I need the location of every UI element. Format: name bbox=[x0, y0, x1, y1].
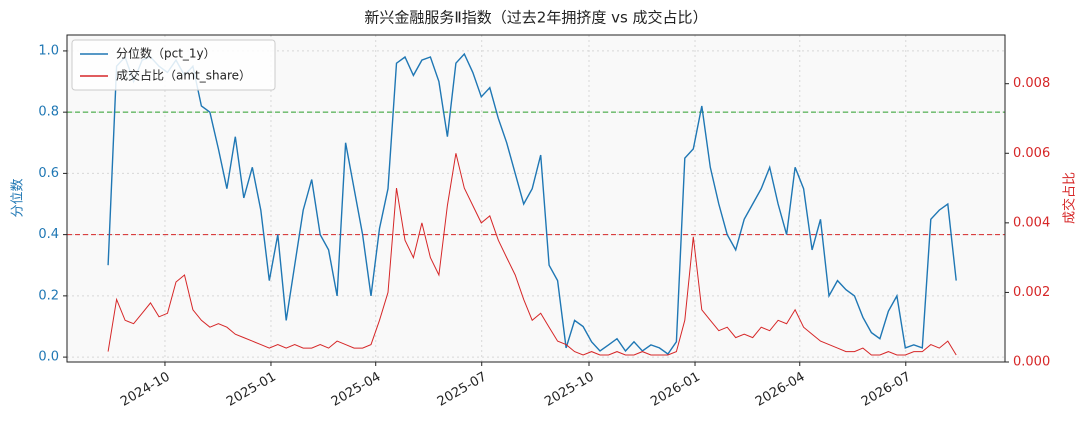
y2-tick-label: 0.004 bbox=[1013, 215, 1050, 230]
x-tick-label: 2025-04 bbox=[329, 370, 384, 410]
series-line bbox=[107, 52, 957, 355]
y2-tick-label: 0.002 bbox=[1013, 285, 1050, 300]
x-tick-label: 2024-10 bbox=[118, 370, 173, 410]
y2-tick-label: 0.006 bbox=[1013, 146, 1050, 161]
y2-tick-label: 0.008 bbox=[1013, 76, 1050, 91]
y-tick-label: 0.6 bbox=[38, 166, 59, 181]
x-tick-label: 2025-01 bbox=[224, 370, 279, 410]
x-tick-label: 2026-07 bbox=[859, 370, 914, 410]
series-line bbox=[107, 153, 957, 356]
y-tick-label: 1.0 bbox=[38, 43, 59, 58]
x-tick-label: 2026-01 bbox=[648, 370, 703, 410]
legend-label: 成交占比（amt_share） bbox=[116, 68, 251, 83]
y-tick-label: 0.0 bbox=[38, 350, 59, 365]
legend-box bbox=[71, 39, 276, 91]
legend-label: 分位数（pct_1y） bbox=[116, 46, 216, 61]
chart-title: 新兴金融服务Ⅱ指数（过去2年拥挤度 vs 成交占比） bbox=[364, 9, 707, 27]
x-tick-label: 2025-10 bbox=[542, 370, 597, 410]
y-tick-label: 0.4 bbox=[38, 227, 59, 242]
y-tick-label: 0.8 bbox=[38, 105, 59, 120]
x-tick-label: 2025-07 bbox=[435, 370, 490, 410]
y-axis-label: 分位数 bbox=[11, 178, 26, 217]
plot-frame bbox=[66, 34, 1006, 363]
y2-tick-label: 0.000 bbox=[1013, 355, 1050, 370]
y-tick-label: 0.2 bbox=[38, 288, 59, 303]
x-tick-label: 2026-04 bbox=[753, 370, 808, 410]
y2-axis-label: 成交占比 bbox=[1062, 172, 1078, 224]
